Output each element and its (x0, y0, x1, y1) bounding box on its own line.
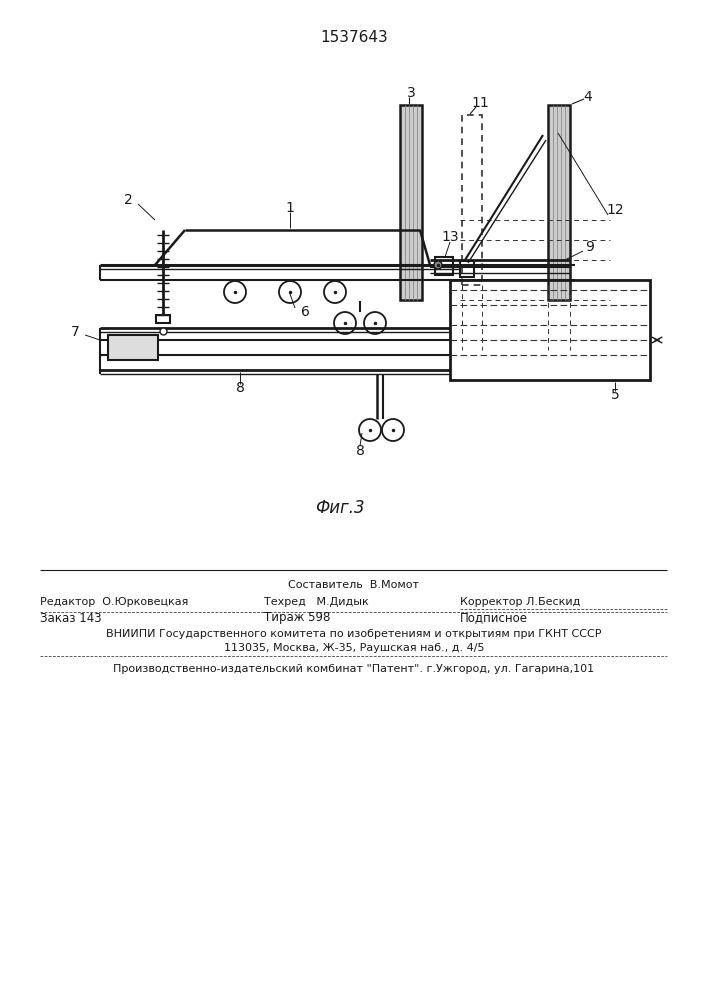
Text: 13: 13 (441, 230, 459, 244)
Bar (400, 105, 422, 300)
Bar (435, 257, 453, 275)
Text: 113035, Москва, Ж-35, Раушская наб., д. 4/5: 113035, Москва, Ж-35, Раушская наб., д. … (223, 643, 484, 653)
Bar (548, 105, 570, 300)
Text: 7: 7 (71, 325, 79, 339)
Text: 11: 11 (471, 96, 489, 110)
Text: 1537643: 1537643 (320, 29, 388, 44)
Bar (108, 335, 158, 360)
Text: 12: 12 (606, 203, 624, 217)
Text: 8: 8 (235, 381, 245, 395)
Text: Фиг.3: Фиг.3 (315, 499, 365, 517)
Text: Редактор  О.Юрковецкая: Редактор О.Юрковецкая (40, 597, 188, 607)
Text: Производственно-издательский комбинат "Патент". г.Ужгород, ул. Гагарина,101: Производственно-издательский комбинат "П… (113, 664, 595, 674)
Text: Заказ 143: Заказ 143 (40, 611, 102, 624)
Text: Техред   М.Дидык: Техред М.Дидык (264, 597, 369, 607)
Bar (462, 115, 482, 285)
Bar (450, 280, 650, 380)
Text: 9: 9 (585, 240, 595, 254)
Text: 6: 6 (300, 305, 310, 319)
Text: 1: 1 (286, 201, 294, 215)
Text: ВНИИПИ Государственного комитета по изобретениям и открытиям при ГКНТ СССР: ВНИИПИ Государственного комитета по изоб… (106, 629, 602, 639)
Text: Корректор Л.Бескид: Корректор Л.Бескид (460, 597, 580, 607)
Text: Подписное: Подписное (460, 611, 528, 624)
Text: 3: 3 (407, 86, 416, 100)
Text: Тираж 598: Тираж 598 (264, 611, 330, 624)
Bar (156, 315, 170, 323)
Circle shape (434, 261, 442, 269)
Text: 5: 5 (611, 388, 619, 402)
Text: 2: 2 (124, 193, 132, 207)
Text: 4: 4 (583, 90, 592, 104)
Text: Составитель  В.Момот: Составитель В.Момот (288, 580, 419, 590)
Bar (460, 261, 474, 277)
Text: 8: 8 (356, 444, 364, 458)
